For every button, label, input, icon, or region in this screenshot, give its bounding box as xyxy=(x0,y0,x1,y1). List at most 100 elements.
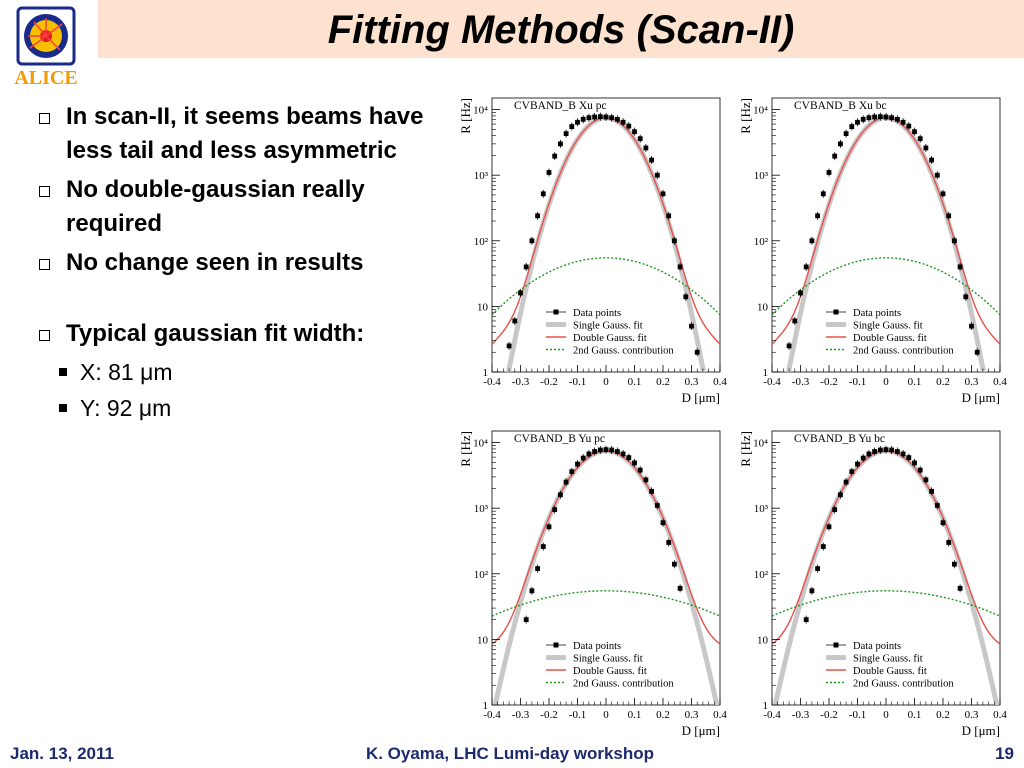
data-point xyxy=(820,544,826,549)
legend-label: Double Gauss. fit xyxy=(573,666,647,677)
data-point xyxy=(883,114,889,120)
page-number: 19 xyxy=(995,744,1014,763)
data-point xyxy=(546,524,552,530)
data-point xyxy=(672,238,677,244)
data-point xyxy=(546,170,552,175)
data-point xyxy=(694,349,700,355)
y-axis-label: R [Hz] xyxy=(458,98,473,134)
bullet-square-icon xyxy=(39,259,50,270)
data-point xyxy=(615,116,620,122)
x-tick-label: -0.4 xyxy=(483,709,501,721)
alice-logo: ALICE xyxy=(14,6,78,88)
x-tick-label: -0.4 xyxy=(483,376,501,388)
x-tick-label: 0.2 xyxy=(656,709,670,721)
bullet-square-icon xyxy=(39,113,50,124)
legend-label: 2nd Gauss. contribution xyxy=(573,345,674,356)
x-axis-label: D [μm] xyxy=(682,723,720,738)
bullet-item: Typical gaussian fit width: xyxy=(36,317,436,351)
data-point xyxy=(580,116,586,122)
data-point xyxy=(615,449,620,454)
data-point xyxy=(535,213,540,219)
data-point xyxy=(512,318,518,324)
plot-title: CVBAND_B Xu bc xyxy=(794,100,887,112)
y-tick-label: 10² xyxy=(754,236,769,248)
y-tick-label: 10 xyxy=(477,634,489,646)
plot-yu-pc: -0.4 -0.3 -0.2 -0.1 0 0.1 0.2 0.3 0.4 1 10 10² 10³ 10… xyxy=(458,430,727,738)
x-tick-label: 0.2 xyxy=(936,709,950,721)
data-point xyxy=(575,461,580,467)
data-point xyxy=(626,123,632,129)
legend-label: Data points xyxy=(573,308,621,319)
bullet-item: No double-gaussian really required xyxy=(36,173,436,241)
data-point xyxy=(643,477,649,483)
data-point xyxy=(866,451,872,457)
y-tick-label: 10 xyxy=(757,634,769,646)
data-point xyxy=(654,172,660,178)
data-point xyxy=(552,507,558,513)
legend-label: Data points xyxy=(573,641,621,652)
data-point xyxy=(803,264,809,270)
data-point xyxy=(952,561,957,567)
data-point xyxy=(649,157,654,163)
data-point xyxy=(860,455,866,461)
data-point xyxy=(518,290,523,296)
legend-label: Data points xyxy=(853,308,901,319)
legend-label: 2nd Gauss. contribution xyxy=(853,345,954,356)
data-point xyxy=(637,136,643,142)
y-tick-label: 10⁴ xyxy=(753,438,768,450)
legend-label: Double Gauss. fit xyxy=(853,333,927,344)
data-point xyxy=(855,461,860,467)
data-point xyxy=(683,294,689,300)
data-point xyxy=(929,489,934,494)
x-tick-label: 0.3 xyxy=(685,709,699,721)
data-point xyxy=(798,290,803,296)
plot-area xyxy=(772,112,1000,372)
data-point xyxy=(895,449,900,454)
data-point xyxy=(820,191,826,197)
x-tick-label: -0.3 xyxy=(792,709,810,721)
legend-marker-data xyxy=(553,309,559,315)
data-point xyxy=(506,343,512,349)
data-point xyxy=(563,131,569,137)
plot-title: CVBAND_B Yu bc xyxy=(794,433,885,445)
y-axis-label: R [Hz] xyxy=(738,98,753,134)
x-tick-label: 0.2 xyxy=(936,376,950,388)
data-point xyxy=(632,129,637,135)
x-tick-label: 0.2 xyxy=(656,376,670,388)
x-tick-label: 0.4 xyxy=(713,376,727,388)
data-point xyxy=(940,191,946,197)
bullet-item: In scan-II, it seems beams have less tai… xyxy=(36,100,436,168)
x-axis-label: D [μm] xyxy=(962,390,1000,405)
plot-yu-bc: -0.4 -0.3 -0.2 -0.1 0 0.1 0.2 0.3 0.4 1 10 10² 10³ 10… xyxy=(738,430,1007,738)
data-point xyxy=(597,114,603,120)
second-gauss-line xyxy=(492,257,720,316)
double-gauss-fit-line xyxy=(492,449,720,645)
x-tick-label: 0.3 xyxy=(965,376,979,388)
y-tick-label: 10³ xyxy=(474,170,489,182)
data-point xyxy=(609,447,615,453)
y-tick-label: 10³ xyxy=(474,503,489,515)
data-point xyxy=(809,588,815,594)
data-point xyxy=(660,191,666,197)
data-point xyxy=(877,114,883,120)
y-tick-label: 10 xyxy=(477,301,489,313)
data-point xyxy=(592,449,597,454)
data-point xyxy=(917,136,923,142)
x-tick-label: 0 xyxy=(603,709,609,721)
data-point xyxy=(603,114,609,120)
slide-title: Fitting Methods (Scan-II) xyxy=(327,8,795,52)
data-point xyxy=(849,124,855,129)
legend-label: Double Gauss. fit xyxy=(573,333,647,344)
second-gauss-line xyxy=(492,590,720,617)
data-point xyxy=(575,119,580,125)
data-point xyxy=(912,460,917,466)
data-point xyxy=(632,460,637,466)
data-point xyxy=(832,153,838,159)
data-point xyxy=(529,588,535,594)
x-tick-label: 0.3 xyxy=(685,376,699,388)
data-point xyxy=(855,119,860,125)
legend-label: Single Gauss. fit xyxy=(573,320,643,331)
data-point xyxy=(912,129,917,135)
x-tick-label: 0.1 xyxy=(908,709,922,721)
y-tick-label: 10⁴ xyxy=(473,105,488,117)
